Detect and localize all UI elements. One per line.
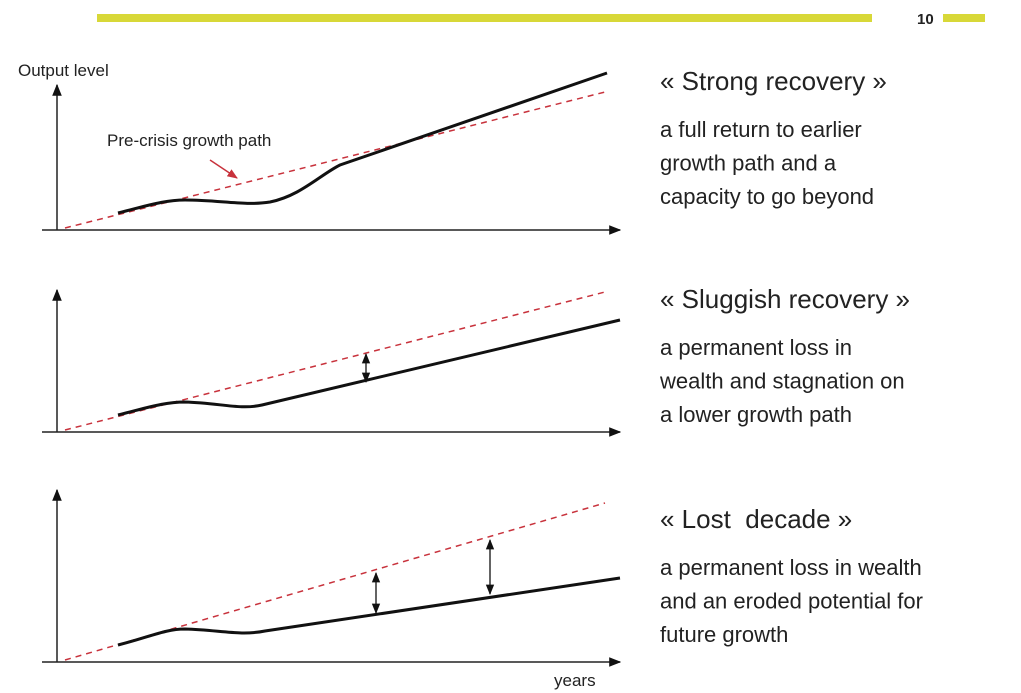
scenario-description: and an eroded potential for (660, 589, 923, 614)
output-curve (117, 576, 621, 647)
scenario-description: a lower growth path (660, 402, 852, 427)
scenario-description: a full return to earlier (660, 117, 862, 142)
scenario-description: future growth (660, 622, 788, 647)
panel: Pre-crisis growth path (42, 71, 622, 235)
annotation: Pre-crisis growth path (107, 131, 271, 150)
annotation-arrow (209, 159, 238, 179)
pre-crisis-path (64, 91, 606, 229)
scenario-description: growth path and a (660, 151, 837, 176)
output-curve (117, 318, 621, 417)
panel (42, 288, 622, 437)
scenario-description: a permanent loss in wealth (660, 555, 922, 580)
scenario-description: wealth and stagnation on (659, 369, 905, 394)
scenario-description: capacity to go beyond (660, 184, 874, 209)
panel (42, 488, 622, 667)
scenario-description: a permanent loss in (660, 335, 852, 360)
x-axis-label: years (554, 671, 596, 690)
scenario-title: « Sluggish recovery » (660, 284, 910, 314)
header-bar (943, 14, 985, 22)
scenario-texts: « Strong recovery » a full return to earl… (659, 66, 923, 647)
scenario-title: « Strong recovery » (660, 66, 887, 96)
header-bar (97, 14, 872, 22)
y-axis-label: Output level (18, 61, 109, 80)
page-number: 10 (917, 11, 934, 28)
output-curve (117, 71, 608, 215)
scenario-title: « Lost decade » (660, 504, 852, 534)
